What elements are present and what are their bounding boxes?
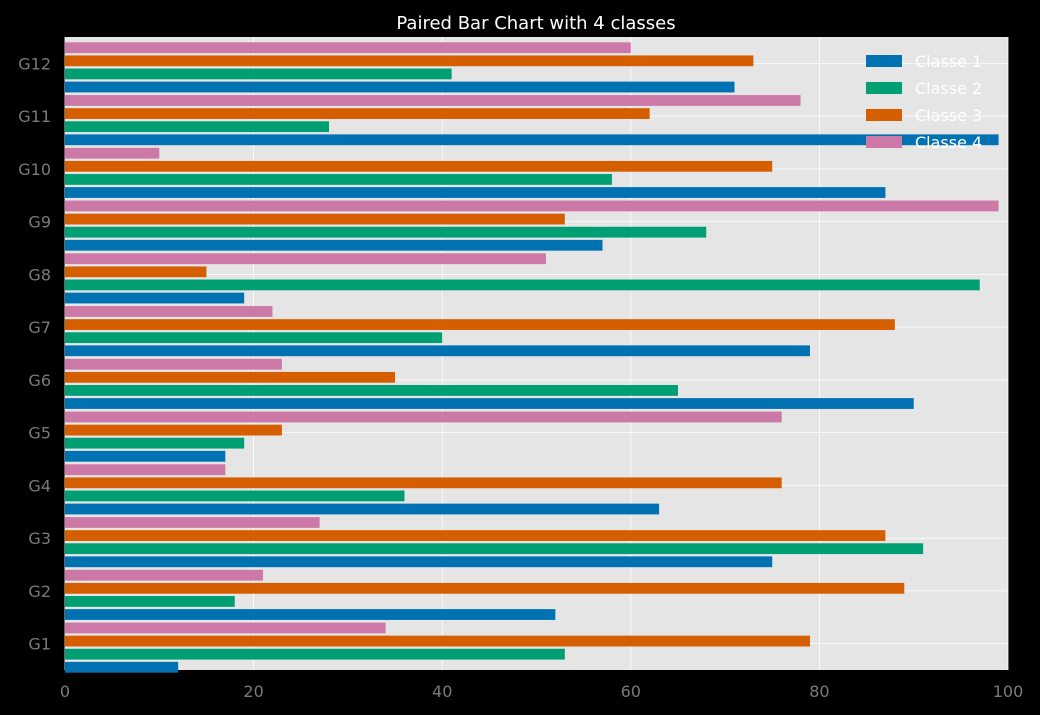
bar-g10-classe-2	[65, 174, 612, 185]
legend-label: Classe 1	[915, 52, 982, 71]
bar-g11-classe-4	[65, 95, 801, 106]
y-tick-label: G5	[28, 424, 51, 443]
bar-g6-classe-2	[65, 385, 678, 396]
y-tick-label: G6	[28, 371, 51, 390]
bar-g7-classe-2	[65, 332, 443, 344]
bar-g8-classe-4	[65, 253, 546, 265]
bar-g7-classe-4	[65, 306, 273, 317]
chart-title: Paired Bar Chart with 4 classes	[396, 13, 675, 34]
bar-g9-classe-1	[65, 239, 603, 251]
bar-g10-classe-3	[65, 160, 773, 172]
legend-swatch	[866, 55, 902, 67]
bar-g5-classe-3	[65, 424, 282, 436]
y-tick-label: G1	[28, 635, 51, 654]
bar-g4-classe-1	[65, 503, 660, 515]
bar-g4-classe-4	[65, 464, 226, 476]
legend-label: Classe 4	[915, 133, 982, 152]
bar-g2-classe-2	[65, 596, 235, 607]
bars	[65, 42, 999, 673]
y-tick-label: G10	[18, 160, 51, 179]
bar-g5-classe-4	[65, 411, 782, 423]
legend: Classe 1 Classe 2 Classe 3 Classe 4	[866, 52, 982, 152]
bar-g9-classe-2	[65, 226, 707, 238]
bar-g12-classe-2	[65, 68, 452, 80]
y-tick-label: G4	[28, 476, 51, 495]
bar-g8-classe-1	[65, 292, 245, 304]
bar-g9-classe-3	[65, 213, 565, 225]
bar-g4-classe-2	[65, 490, 405, 502]
y-tick-label: G9	[28, 213, 51, 232]
x-tick-label: 80	[809, 682, 829, 701]
bar-g12-classe-3	[65, 55, 754, 67]
legend-swatch	[866, 82, 902, 94]
bar-g11-classe-1	[65, 134, 999, 146]
y-tick-label: G12	[18, 54, 51, 73]
bar-g3-classe-4	[65, 517, 320, 528]
bar-g1-classe-3	[65, 635, 810, 647]
x-tick-label: 100	[993, 682, 1024, 701]
bar-g7-classe-3	[65, 319, 895, 330]
legend-swatch	[866, 109, 902, 121]
bar-g12-classe-1	[65, 81, 735, 93]
bar-g1-classe-2	[65, 648, 565, 660]
bar-g2-classe-3	[65, 582, 905, 594]
bar-g2-classe-1	[65, 609, 556, 620]
bar-g9-classe-4	[65, 200, 999, 212]
bar-g6-classe-4	[65, 358, 282, 370]
bar-g2-classe-4	[65, 569, 264, 581]
x-tick-label: 20	[243, 682, 263, 701]
bar-g6-classe-3	[65, 371, 396, 383]
bar-g10-classe-4	[65, 147, 160, 159]
bar-g5-classe-1	[65, 450, 226, 462]
x-tick-label: 60	[621, 682, 641, 701]
bar-g8-classe-3	[65, 266, 207, 278]
x-tick-labels: 0 20 40 60 80 100	[60, 682, 1023, 701]
legend-label: Classe 3	[915, 106, 982, 125]
y-tick-label: G7	[28, 318, 51, 337]
bar-g5-classe-2	[65, 437, 245, 449]
y-tick-label: G8	[28, 265, 51, 284]
bar-g8-classe-2	[65, 279, 980, 291]
bar-g7-classe-1	[65, 345, 810, 357]
bar-g11-classe-3	[65, 108, 650, 119]
y-tick-label: G2	[28, 582, 51, 601]
bar-g10-classe-1	[65, 187, 886, 198]
y-tick-label: G3	[28, 529, 51, 548]
bar-g1-classe-4	[65, 622, 386, 634]
y-tick-label: G11	[18, 107, 51, 126]
bar-g6-classe-1	[65, 398, 914, 409]
y-tick-labels: G1 G2 G3 G4 G5 G6 G7 G8 G9 G10 G11 G12	[18, 54, 51, 653]
legend-label: Classe 2	[915, 79, 982, 98]
bar-g3-classe-1	[65, 556, 773, 568]
legend-swatch	[866, 136, 902, 148]
bar-g3-classe-3	[65, 530, 886, 541]
x-tick-label: 40	[432, 682, 452, 701]
x-tick-label: 0	[60, 682, 70, 701]
bar-g11-classe-2	[65, 121, 330, 133]
bar-g12-classe-4	[65, 42, 631, 54]
bar-g1-classe-1	[65, 661, 179, 673]
bar-g3-classe-2	[65, 543, 924, 555]
bar-g4-classe-3	[65, 477, 782, 489]
